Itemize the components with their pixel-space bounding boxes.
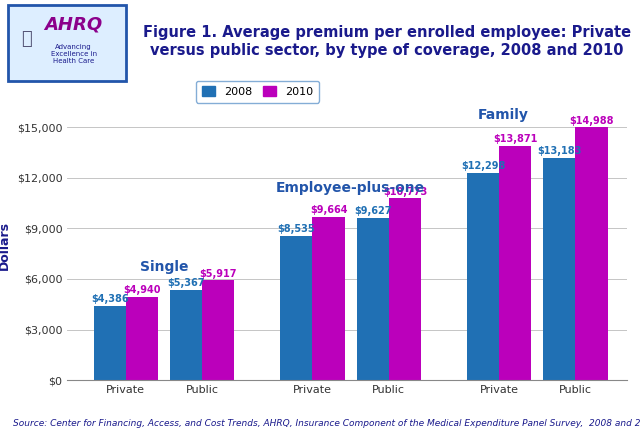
Text: Figure 1. Average premium per enrolled employee: Private
versus public sector, b: Figure 1. Average premium per enrolled e…: [143, 25, 631, 57]
Bar: [202, 280, 234, 380]
Y-axis label: Dollars: Dollars: [0, 221, 11, 270]
Text: Source: Center for Financing, Access, and Cost Trends, AHRQ, Insurance Component: Source: Center for Financing, Access, an…: [13, 419, 640, 428]
Text: $4,940: $4,940: [123, 285, 161, 295]
FancyBboxPatch shape: [8, 5, 126, 81]
Text: Employee-plus-one: Employee-plus-one: [276, 181, 425, 194]
Text: $12,298: $12,298: [461, 161, 505, 171]
Text: $9,664: $9,664: [310, 205, 348, 216]
Bar: [312, 217, 345, 380]
Text: $13,871: $13,871: [493, 134, 538, 144]
Text: $5,367: $5,367: [167, 278, 205, 288]
Text: $5,917: $5,917: [200, 269, 237, 279]
Bar: [125, 297, 158, 380]
Bar: [388, 198, 421, 380]
Text: 🦅: 🦅: [22, 30, 32, 48]
Text: $4,386: $4,386: [91, 295, 129, 305]
Text: AHRQ: AHRQ: [45, 15, 102, 33]
Legend: 2008, 2010: 2008, 2010: [196, 81, 319, 102]
Bar: [170, 289, 202, 380]
Text: Single: Single: [140, 260, 188, 274]
Bar: [499, 146, 531, 380]
Text: $14,988: $14,988: [570, 115, 614, 126]
Text: $13,183: $13,183: [537, 146, 582, 156]
Bar: [543, 158, 575, 380]
Bar: [467, 173, 499, 380]
Text: Advancing
Excellence in
Health Care: Advancing Excellence in Health Care: [51, 44, 97, 64]
Text: $8,535: $8,535: [278, 225, 315, 235]
Bar: [575, 127, 608, 380]
Bar: [93, 306, 125, 380]
Text: $9,627: $9,627: [354, 206, 392, 216]
Bar: [280, 236, 312, 380]
Text: $10,773: $10,773: [383, 187, 427, 197]
Text: Family: Family: [478, 108, 529, 122]
Bar: [356, 218, 388, 380]
